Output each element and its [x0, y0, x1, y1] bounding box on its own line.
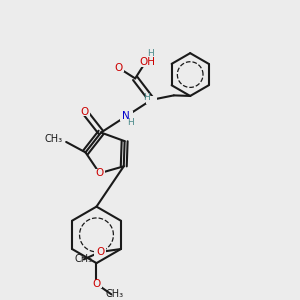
Text: H: H — [148, 49, 154, 58]
FancyBboxPatch shape — [94, 248, 106, 256]
Text: O: O — [96, 247, 104, 257]
Text: CH₃: CH₃ — [74, 254, 92, 264]
FancyBboxPatch shape — [114, 64, 124, 72]
Text: N: N — [122, 111, 130, 121]
Text: H: H — [143, 93, 150, 102]
Text: O: O — [80, 107, 89, 117]
FancyBboxPatch shape — [94, 169, 105, 177]
Text: O: O — [95, 168, 104, 178]
Text: CH₃: CH₃ — [44, 134, 63, 144]
Text: CH₃: CH₃ — [105, 289, 123, 299]
FancyBboxPatch shape — [146, 96, 157, 104]
Text: O: O — [92, 279, 101, 289]
Text: H: H — [127, 118, 134, 127]
FancyBboxPatch shape — [91, 280, 102, 288]
Text: OH: OH — [139, 57, 155, 67]
FancyBboxPatch shape — [138, 58, 153, 67]
FancyBboxPatch shape — [120, 111, 133, 121]
Text: O: O — [115, 63, 123, 73]
FancyBboxPatch shape — [80, 108, 90, 116]
